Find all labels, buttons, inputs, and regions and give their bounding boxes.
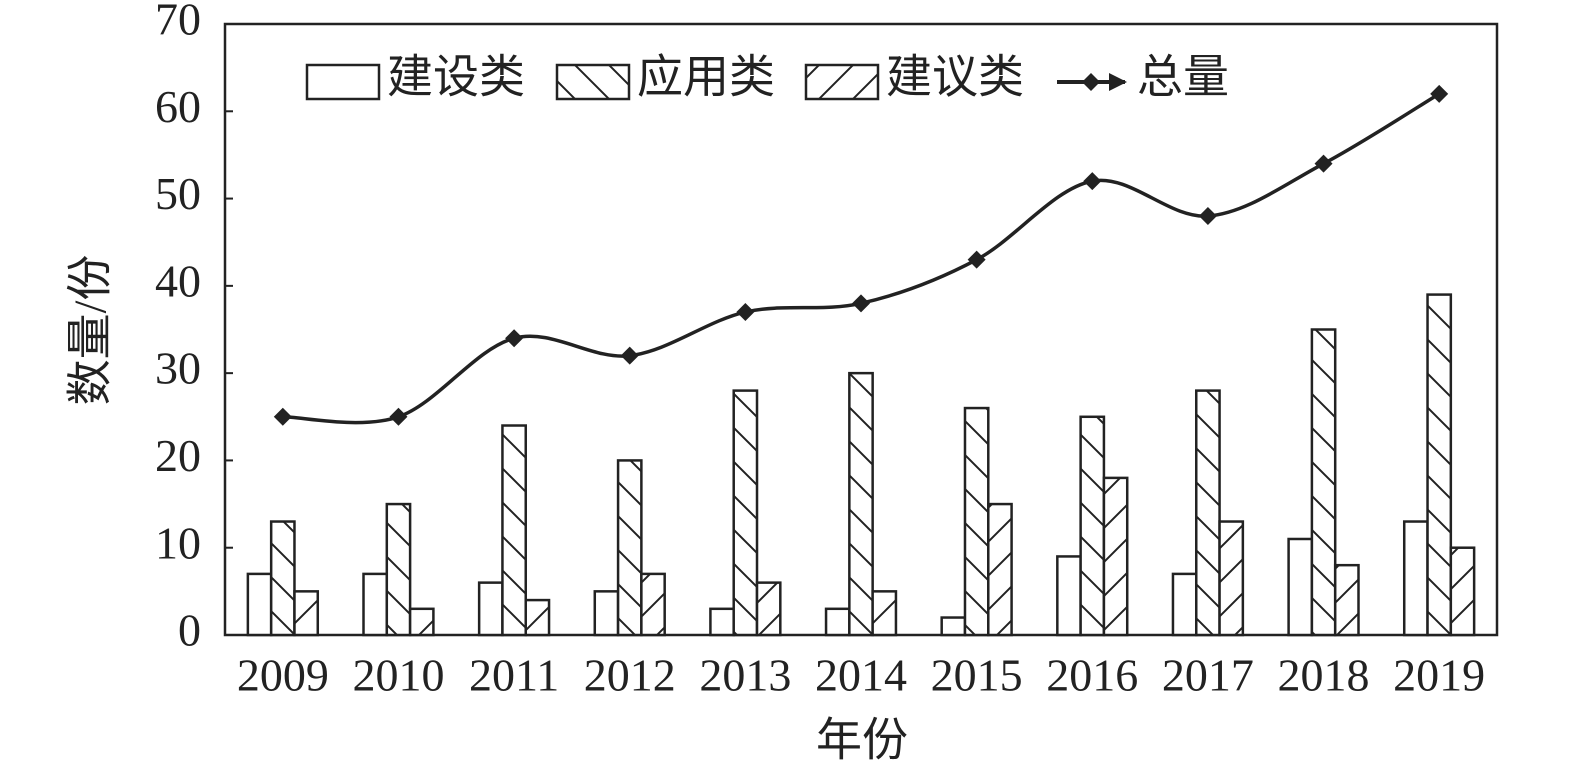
bar [987,502,1013,637]
legend-label: 总量 [1137,52,1229,103]
bar [1171,572,1198,637]
bar [963,406,990,637]
bar [1287,537,1314,637]
bar [246,572,273,637]
line-marker [1198,207,1217,226]
bar [640,572,666,637]
y-axis-label: 数量/份 [65,255,116,406]
bar [848,371,874,637]
x-tick-label: 2014 [815,650,907,701]
bar [477,581,504,637]
line-marker [1083,172,1102,191]
bar [593,590,620,637]
y-tick-label: 70 [155,0,201,45]
bar [871,590,898,637]
line-marker [967,250,986,269]
y-tick-label: 30 [155,343,201,394]
y-tick-label: 60 [155,81,201,132]
bar [1079,415,1106,637]
y-tick-label: 50 [155,168,201,219]
legend-swatch [804,63,880,101]
legend-arrow [1109,73,1127,91]
bar [755,581,782,637]
x-tick-label: 2011 [469,650,559,701]
bar [1333,563,1360,637]
bar [1402,520,1429,637]
legend-swatch [555,63,631,101]
bar [709,607,735,637]
bar [501,424,527,637]
line-marker [389,407,408,426]
line-marker [1430,84,1449,103]
line-marker [620,346,639,365]
bar [362,572,389,637]
x-tick-label: 2013 [699,650,791,701]
x-tick-label: 2016 [1046,650,1138,701]
bar [940,616,967,637]
bar [1102,476,1129,637]
bar [524,598,551,637]
bar [408,607,435,637]
x-tick-label: 2019 [1393,650,1485,701]
bar [1426,293,1453,637]
bar [732,389,759,637]
y-tick-label: 40 [155,255,201,306]
x-tick-label: 2010 [352,650,444,701]
bar [1310,328,1337,637]
y-tick-label: 10 [155,517,201,568]
bar [1195,389,1221,637]
bar [269,520,296,637]
line-marker [1314,154,1333,173]
line-marker [736,303,755,322]
line-marker [273,407,292,426]
legend-label: 建议类 [886,52,1024,103]
x-tick-label: 2015 [931,650,1023,701]
line-marker [505,329,524,348]
legend-swatch [305,63,381,101]
bar [1449,546,1476,637]
x-tick-label: 2017 [1162,650,1254,701]
legend-label: 应用类 [637,52,775,103]
legend-marker [1082,73,1100,91]
bar [293,590,320,637]
bar [385,502,412,637]
legend-label: 建设类 [387,52,525,103]
y-tick-label: 0 [178,605,201,656]
x-tick-label: 2018 [1278,650,1370,701]
x-tick-label: 2012 [584,650,676,701]
bar [1218,520,1245,637]
bar [824,607,851,637]
bar [1056,555,1082,637]
x-tick-label: 2009 [237,650,329,701]
y-tick-label: 20 [155,430,201,481]
line-marker [852,294,870,313]
x-axis-label: 年份 [816,715,908,766]
bar [616,459,643,637]
